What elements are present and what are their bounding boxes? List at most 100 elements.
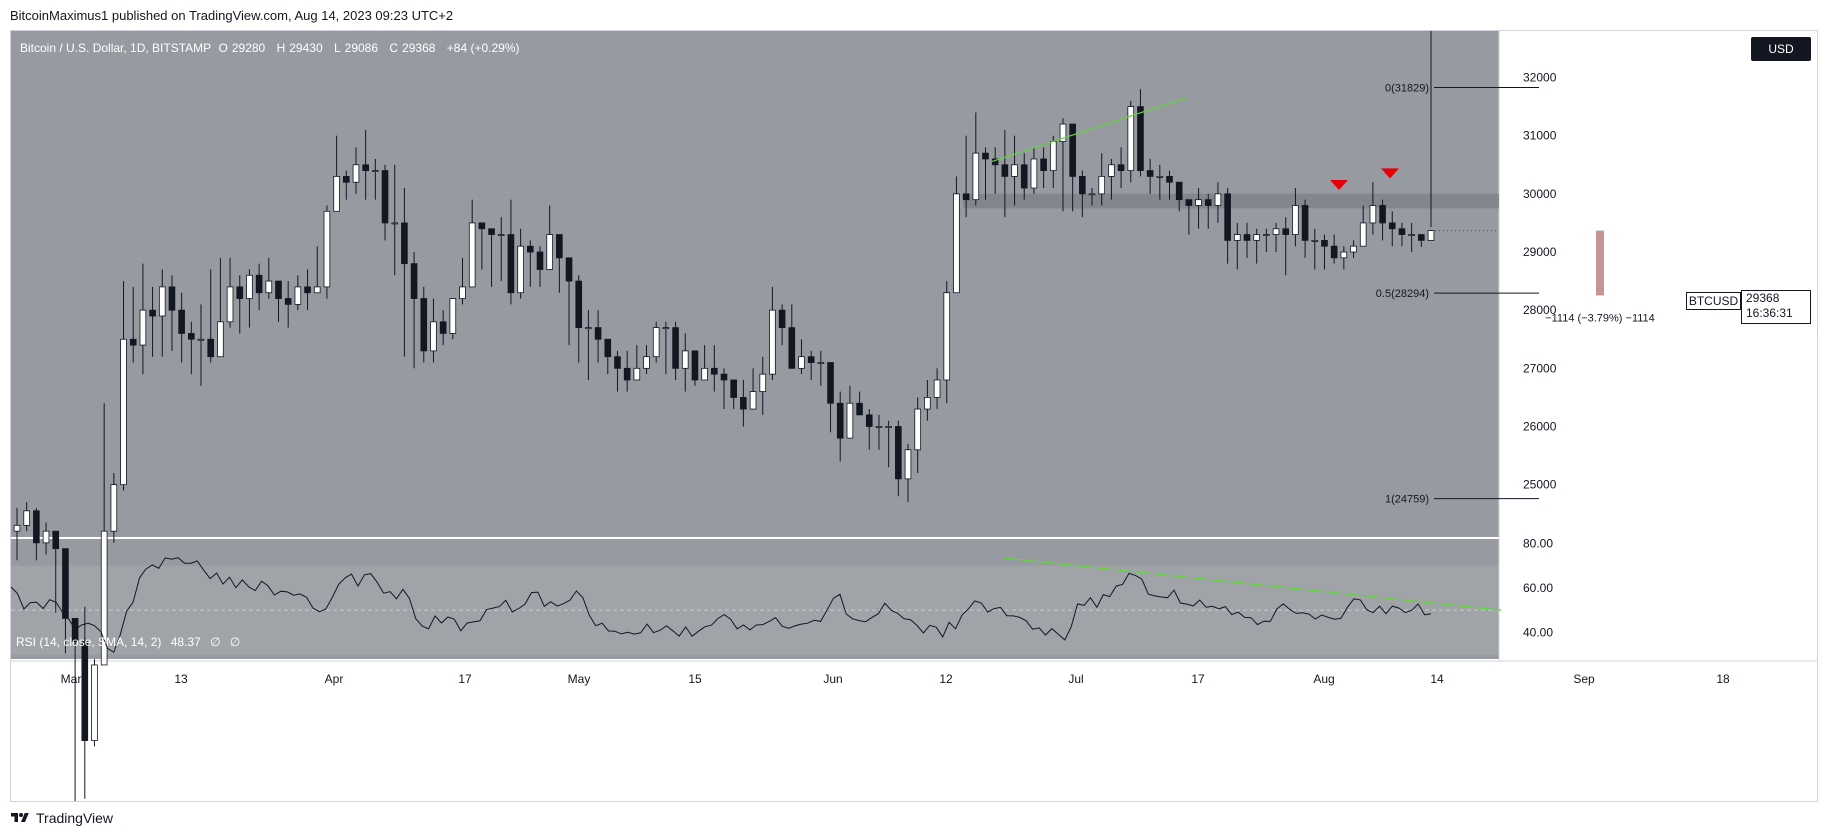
legend-low: L 29086: [333, 41, 379, 55]
time-tick-label: Mar: [61, 672, 82, 686]
candle-body: [933, 379, 941, 398]
candle-body: [517, 245, 524, 294]
candle-body: [294, 286, 302, 305]
candle-body: [507, 234, 515, 294]
candle-body: [904, 449, 912, 480]
candle-body: [827, 362, 834, 404]
candle-body: [982, 152, 989, 160]
candle-body: [749, 391, 757, 410]
time-tick-label: Sep: [1573, 672, 1595, 686]
candle-body: [1127, 106, 1135, 171]
candle-body: [875, 426, 883, 428]
candle-body: [120, 338, 127, 486]
candle-body: [1408, 234, 1415, 236]
candle-body: [217, 321, 224, 358]
candle-body: [681, 350, 689, 369]
candle-body: [1079, 176, 1086, 195]
candle-body: [1030, 158, 1038, 189]
price-tick-label: 29000: [1523, 245, 1557, 259]
candle-body: [449, 298, 457, 334]
candle-body: [255, 274, 263, 294]
candle-body: [197, 338, 205, 341]
candle-body: [652, 327, 660, 358]
currency-button[interactable]: USD: [1750, 36, 1812, 62]
price-tick-label: 28000: [1523, 303, 1557, 317]
candle-body: [730, 379, 737, 398]
rsi-title: RSI (14, close, SMA, 14, 2): [16, 635, 162, 649]
candle-body: [807, 356, 815, 363]
footer: TradingView: [10, 810, 113, 826]
candle-body: [914, 408, 922, 451]
candle-body: [129, 338, 137, 346]
candle-body: [1146, 170, 1154, 177]
candle-body: [1224, 193, 1231, 241]
rsi-tick-label: 60.00: [1523, 581, 1553, 595]
candle-body: [81, 641, 89, 741]
candle-body: [672, 327, 679, 369]
candle-body: [13, 524, 21, 532]
candle-body: [614, 356, 621, 369]
candle-body: [720, 373, 728, 381]
candle-body: [691, 350, 699, 381]
candle-body: [1359, 222, 1367, 247]
candle-body: [633, 367, 641, 381]
rsi-extra-1: ∅: [210, 635, 221, 649]
candle-body: [536, 251, 544, 270]
candle-body: [759, 373, 767, 392]
candle-body: [885, 426, 892, 428]
time-tick-label: 14: [1430, 672, 1444, 686]
chart-canvas[interactable]: 25000 26000 27000 28000 29000 30000 31000 32000…: [11, 31, 1817, 801]
candle-body: [468, 222, 476, 288]
candle-body: [275, 280, 282, 299]
candle-body: [381, 170, 389, 224]
candle-body: [1214, 193, 1222, 206]
candle-body: [623, 367, 631, 381]
candle-body: [1243, 234, 1251, 241]
candle-body: [401, 222, 408, 265]
rsi-tick-label: 40.00: [1523, 625, 1553, 639]
candle-body: [323, 210, 331, 288]
candle-body: [778, 309, 786, 329]
candle-body: [1049, 141, 1057, 171]
candle-body: [178, 309, 185, 334]
candle-body: [304, 286, 311, 294]
candle-body: [110, 484, 118, 532]
candle-body: [556, 234, 563, 259]
candle-body: [865, 414, 873, 427]
candle-body: [23, 510, 30, 526]
candle-body: [1098, 176, 1106, 195]
price-tick-label: 32000: [1523, 71, 1557, 85]
candle-body: [62, 548, 69, 619]
candle-body: [1233, 234, 1241, 241]
candle-body: [643, 356, 650, 369]
candle-body: [604, 338, 612, 358]
candle-body: [352, 164, 360, 183]
bar-countdown: 16:36:31: [1746, 306, 1793, 320]
candle-body: [1330, 245, 1338, 259]
candle-body: [962, 193, 970, 201]
candle-body: [1350, 245, 1357, 253]
candle-body: [575, 280, 583, 329]
candle-body: [1088, 193, 1096, 196]
main-legend: Bitcoin / U.S. Dollar, 1D, BITSTAMP O 292…: [20, 41, 523, 55]
time-tick-label: Jul: [1068, 672, 1083, 686]
candle-body: [1204, 199, 1212, 206]
candle-body: [236, 286, 244, 299]
resistance-zone: [963, 193, 1499, 209]
candle-body: [1263, 234, 1270, 236]
time-tick-label: Aug: [1313, 672, 1334, 686]
candle-body: [1166, 176, 1173, 183]
price-tick-label: 25000: [1523, 478, 1557, 492]
candle-body: [139, 309, 147, 346]
candle-body: [1117, 164, 1125, 171]
candle-body: [459, 286, 466, 299]
publisher-line: BitcoinMaximus1 published on TradingView…: [10, 8, 454, 23]
candle-body: [1185, 199, 1193, 206]
symbol-tag: BTCUSD: [1686, 292, 1741, 310]
candle-body: [546, 234, 553, 270]
candle-body: [42, 530, 50, 544]
candle-body: [188, 333, 195, 340]
candle-body: [1340, 251, 1348, 259]
price-trendline: [990, 97, 1187, 163]
candle-body: [91, 664, 98, 741]
